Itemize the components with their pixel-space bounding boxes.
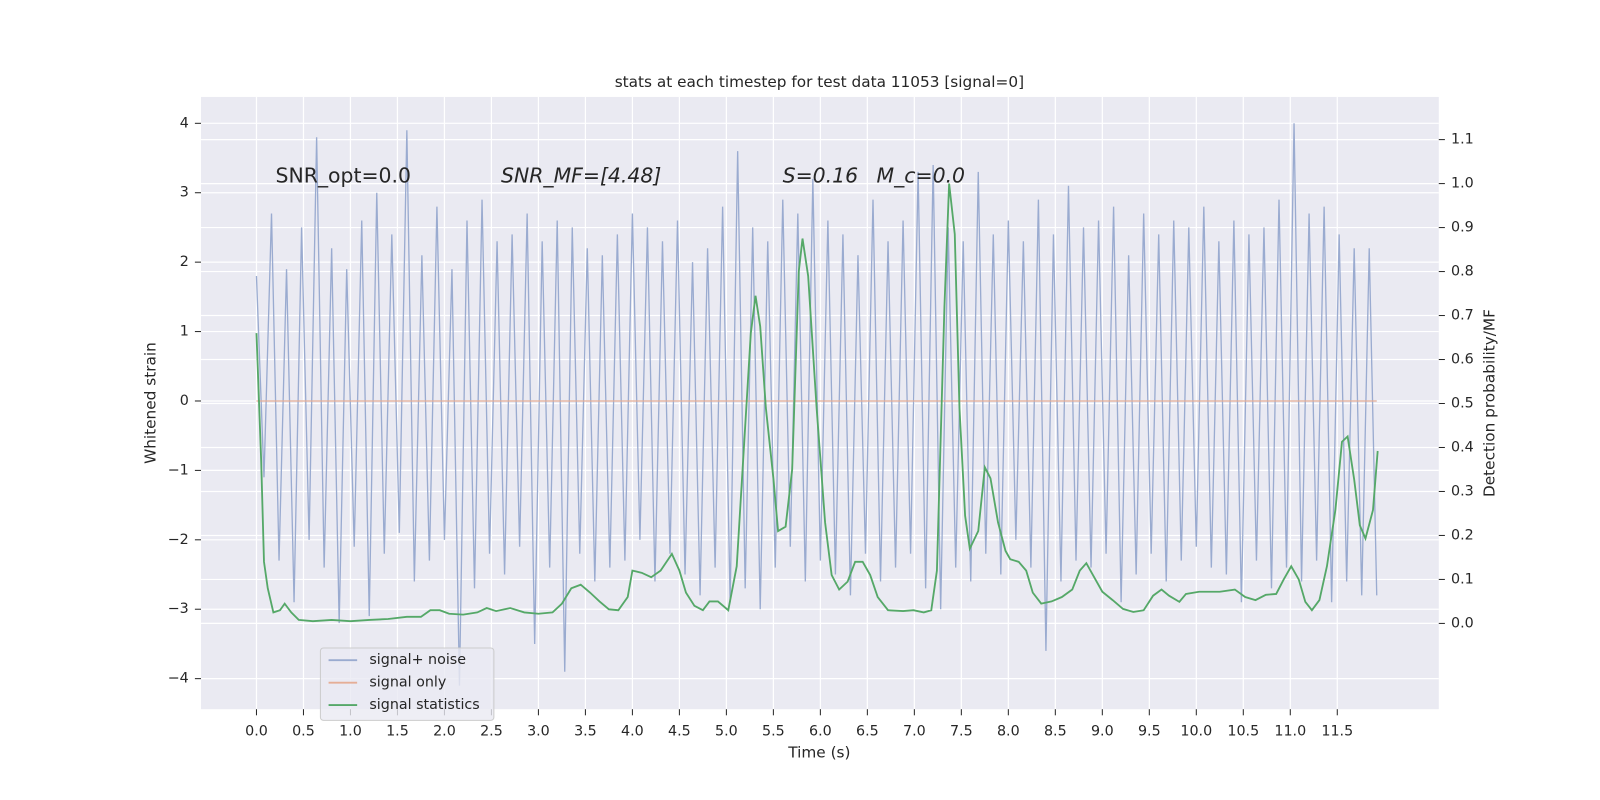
x-tick-label: 5.0	[715, 724, 738, 740]
x-tick-label: 11.5	[1321, 724, 1353, 740]
y2-tick-label: 0.4	[1451, 439, 1474, 455]
y-tick-label: 3	[180, 185, 189, 201]
x-tick-label: 8.5	[1044, 724, 1067, 740]
y-tick-label: 2	[180, 254, 189, 270]
axes: 0.0 0.5 1.0 1.5 2.0 2.5 3.0 3.5 4.0 4.5 5.0 5.5 6.0 6…	[168, 115, 1474, 739]
x-tick-label: 10.5	[1227, 724, 1259, 740]
x-tick-label: 6.0	[809, 724, 832, 740]
y-tick-label: −1	[168, 462, 189, 478]
y-tick-label: −4	[168, 671, 189, 687]
series-line	[255, 123, 1378, 686]
x-tick-label: 7.0	[903, 724, 926, 740]
y2-tick-label: 0.2	[1451, 527, 1474, 543]
y2-tick-label: 0.3	[1451, 483, 1474, 499]
x-tick-label: 0.0	[245, 724, 268, 740]
annotation: S=0.16	[783, 164, 858, 188]
legend-label: signal statistics	[369, 697, 479, 713]
y2-tick-label: 0.0	[1451, 615, 1474, 631]
annotation: M_c=0.0	[877, 164, 966, 189]
y2-tick-label: 0.7	[1451, 308, 1474, 324]
y2-axis-label: Detection probability/MF	[1480, 309, 1498, 497]
x-tick-label: 9.5	[1138, 724, 1161, 740]
marks	[255, 123, 1379, 686]
x-tick-label: 8.0	[997, 724, 1020, 740]
y2-tick-label: 0.5	[1451, 396, 1474, 412]
annotation: SNR_MF=[4.48]	[501, 164, 661, 189]
chart-title: stats at each timestep for test data 110…	[615, 73, 1024, 91]
y2-tick-label: 0.1	[1451, 571, 1474, 587]
x-tick-label: 5.5	[762, 724, 785, 740]
x-tick-label: 2.0	[433, 724, 456, 740]
x-tick-label: 2.5	[480, 724, 503, 740]
x-tick-label: 4.0	[621, 724, 644, 740]
x-tick-label: 4.5	[668, 724, 691, 740]
legend-label: signal+ noise	[369, 652, 466, 668]
y-tick-label: −3	[168, 601, 189, 617]
y-tick-label: −2	[168, 532, 189, 548]
x-tick-label: 11.0	[1274, 724, 1306, 740]
x-tick-label: 6.5	[856, 724, 879, 740]
annotation: SNR_opt=0.0	[276, 164, 412, 189]
y-tick-label: 0	[180, 393, 189, 409]
y2-tick-label: 0.9	[1451, 220, 1474, 236]
x-tick-label: 9.0	[1091, 724, 1114, 740]
legend-label: signal only	[369, 675, 446, 691]
y2-tick-label: 1.1	[1451, 132, 1474, 148]
y-tick-label: 1	[180, 324, 189, 340]
x-tick-label: 0.5	[292, 724, 315, 740]
y-tick-label: 4	[180, 115, 189, 131]
y2-tick-label: 0.6	[1451, 352, 1474, 368]
x-tick-label: 1.5	[386, 724, 409, 740]
x-tick-label: 7.5	[950, 724, 973, 740]
y-axis-label: Whitened strain	[142, 342, 160, 464]
legend: signal+ noise signal only signal statistic…	[319, 647, 495, 721]
x-tick-label: 10.0	[1180, 724, 1212, 740]
y2-tick-label: 0.8	[1451, 264, 1474, 280]
legend-box	[319, 647, 495, 721]
x-tick-label: 3.5	[574, 724, 597, 740]
series-line	[255, 183, 1379, 623]
x-tick-label: 3.0	[527, 724, 550, 740]
y2-tick-label: 1.0	[1451, 176, 1474, 192]
x-axis-label: Time (s)	[787, 744, 850, 762]
x-tick-label: 1.0	[339, 724, 362, 740]
